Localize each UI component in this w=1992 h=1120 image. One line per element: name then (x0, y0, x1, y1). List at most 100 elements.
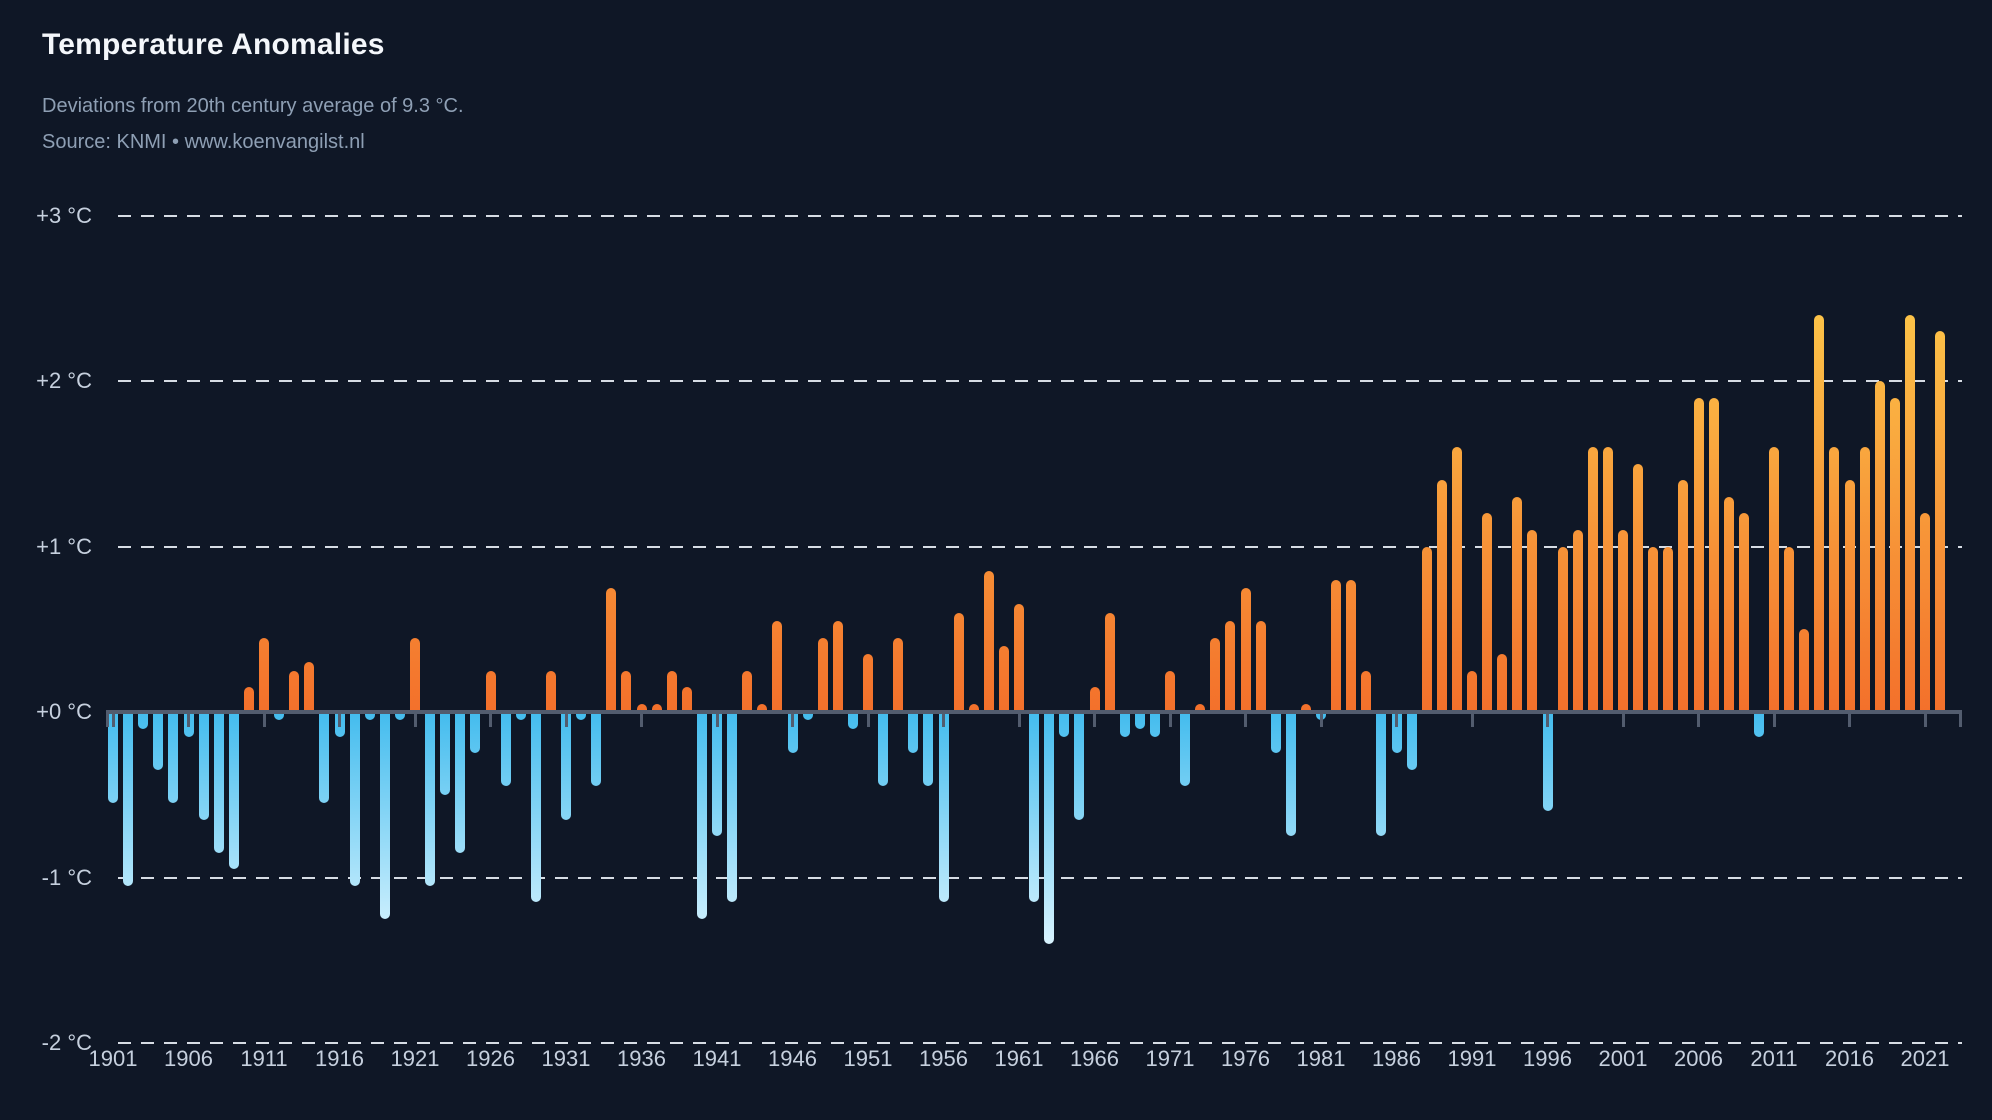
bar-1937[interactable] (651, 703, 662, 712)
bar-1928[interactable] (515, 712, 526, 721)
bar-1971[interactable] (1165, 670, 1175, 712)
bar-1947[interactable] (802, 712, 813, 721)
bar-1990[interactable] (1451, 447, 1462, 712)
bar-1964[interactable] (1059, 712, 1070, 737)
bar-2010[interactable] (1753, 712, 1764, 737)
bar-1938[interactable] (666, 670, 677, 712)
bar-1972[interactable] (1180, 712, 1191, 787)
bar-1963[interactable] (1044, 712, 1055, 944)
bar-1927[interactable] (500, 712, 511, 787)
bar-2018[interactable] (1874, 381, 1885, 712)
bar-2012[interactable] (1784, 546, 1795, 712)
bar-1911[interactable] (259, 637, 269, 712)
bar-1976[interactable] (1240, 587, 1251, 712)
bar-1914[interactable] (304, 662, 315, 712)
bar-1974[interactable] (1210, 637, 1221, 712)
bar-2006[interactable] (1693, 397, 1704, 712)
bar-2016[interactable] (1844, 480, 1855, 712)
bar-1942[interactable] (727, 712, 738, 903)
bar-1936[interactable] (636, 703, 647, 712)
bar-1907[interactable] (198, 712, 209, 820)
bar-1905[interactable] (168, 712, 179, 804)
bar-1951[interactable] (863, 654, 873, 712)
bar-1948[interactable] (817, 637, 828, 712)
bar-1997[interactable] (1557, 546, 1568, 712)
bar-2003[interactable] (1648, 546, 1659, 712)
bar-1909[interactable] (228, 712, 239, 870)
bar-1929[interactable] (530, 712, 541, 903)
bar-1989[interactable] (1436, 480, 1447, 712)
bar-1973[interactable] (1195, 703, 1206, 712)
bar-1950[interactable] (847, 712, 858, 729)
bar-1910[interactable] (243, 687, 254, 712)
bar-1965[interactable] (1074, 712, 1085, 820)
bar-1940[interactable] (696, 712, 707, 919)
bar-1918[interactable] (364, 712, 375, 721)
bar-1998[interactable] (1572, 529, 1583, 712)
bar-1930[interactable] (545, 670, 556, 712)
bar-2005[interactable] (1678, 480, 1689, 712)
bar-1902[interactable] (123, 712, 134, 886)
bar-1988[interactable] (1421, 546, 1432, 712)
bar-1903[interactable] (138, 712, 149, 729)
bar-1913[interactable] (289, 670, 300, 712)
bar-1960[interactable] (998, 645, 1009, 712)
bar-2009[interactable] (1738, 513, 1749, 712)
bar-2008[interactable] (1723, 496, 1734, 712)
bar-1958[interactable] (968, 703, 979, 712)
bar-2019[interactable] (1889, 397, 1900, 712)
bar-1921[interactable] (410, 637, 420, 712)
bar-1984[interactable] (1361, 670, 1372, 712)
bar-1932[interactable] (576, 712, 587, 721)
bar-1985[interactable] (1376, 712, 1387, 837)
bar-1975[interactable] (1225, 620, 1236, 712)
bar-1941[interactable] (712, 712, 722, 837)
bar-1925[interactable] (470, 712, 481, 754)
bar-1920[interactable] (394, 712, 405, 721)
bar-1952[interactable] (878, 712, 889, 787)
bar-1931[interactable] (561, 712, 571, 820)
bar-1970[interactable] (1149, 712, 1160, 737)
bar-2020[interactable] (1904, 314, 1915, 712)
bar-1999[interactable] (1587, 447, 1598, 712)
bar-2013[interactable] (1799, 629, 1810, 712)
bar-2002[interactable] (1633, 463, 1644, 712)
bar-2021[interactable] (1920, 513, 1930, 712)
bar-2004[interactable] (1663, 546, 1674, 712)
bar-1949[interactable] (832, 620, 843, 712)
bar-1962[interactable] (1029, 712, 1040, 903)
bar-2017[interactable] (1859, 447, 1870, 712)
bar-1992[interactable] (1482, 513, 1493, 712)
bar-1946[interactable] (787, 712, 798, 754)
bar-1956[interactable] (938, 712, 949, 903)
bar-1904[interactable] (153, 712, 164, 770)
bar-1968[interactable] (1119, 712, 1130, 737)
bar-1977[interactable] (1255, 620, 1266, 712)
bar-1901[interactable] (108, 712, 118, 804)
bar-1924[interactable] (455, 712, 466, 853)
bar-2011[interactable] (1769, 447, 1779, 712)
bar-1969[interactable] (1134, 712, 1145, 729)
bar-1954[interactable] (908, 712, 919, 754)
bar-1980[interactable] (1300, 703, 1311, 712)
bar-1912[interactable] (274, 712, 285, 721)
bar-1996[interactable] (1542, 712, 1553, 812)
bar-1967[interactable] (1104, 612, 1115, 712)
bar-1982[interactable] (1331, 579, 1342, 712)
bar-1922[interactable] (425, 712, 436, 886)
bar-1917[interactable] (349, 712, 360, 886)
bar-1986[interactable] (1391, 712, 1402, 754)
bar-1934[interactable] (606, 587, 617, 712)
bar-1915[interactable] (319, 712, 330, 804)
bar-1943[interactable] (742, 670, 753, 712)
bar-1919[interactable] (379, 712, 390, 919)
bar-1991[interactable] (1467, 670, 1477, 712)
bar-1994[interactable] (1512, 496, 1523, 712)
bar-2000[interactable] (1602, 447, 1613, 712)
bar-1957[interactable] (953, 612, 964, 712)
bar-1993[interactable] (1497, 654, 1508, 712)
bar-1944[interactable] (757, 703, 768, 712)
bar-1939[interactable] (681, 687, 692, 712)
bar-1983[interactable] (1346, 579, 1357, 712)
bar-1959[interactable] (983, 571, 994, 712)
